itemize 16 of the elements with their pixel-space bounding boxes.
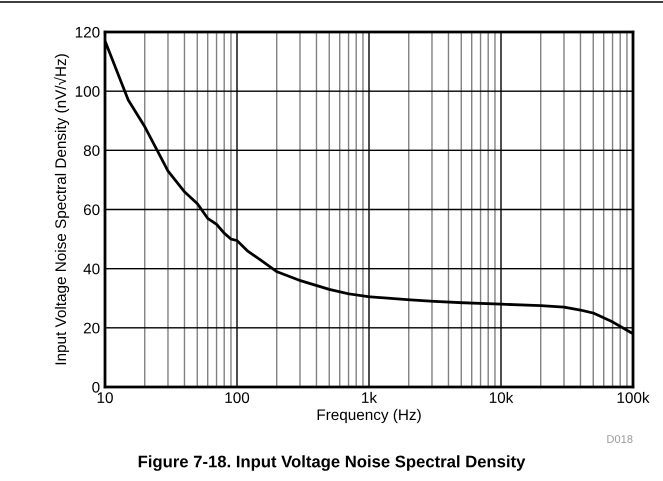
y-tick-label: 80: [84, 145, 100, 156]
x-axis-title: Frequency (Hz): [318, 408, 421, 424]
y-tick-label: 60: [84, 204, 100, 216]
x-tick-label: 1k: [362, 392, 378, 403]
x-tick-label: 10k: [490, 392, 514, 404]
y-tick-label: 40: [84, 264, 100, 274]
x-tick-label: 10: [98, 392, 113, 404]
y-tick-label: 120: [76, 26, 100, 38]
caption: Figure 7-18. Input Voltage Noise Spectral Density: [138, 455, 526, 471]
y-tick-label: 100: [76, 86, 100, 97]
x-tick-label: 100k: [618, 392, 650, 404]
y-tick-label: 0: [92, 382, 100, 393]
y-tick-label: 20: [84, 322, 100, 334]
y-axis-title: Input Voltage Noise Spectral Density (nV/√Hz): [54, 54, 70, 364]
text: D018: [607, 435, 633, 443]
x-tick-label: 100: [225, 392, 250, 404]
